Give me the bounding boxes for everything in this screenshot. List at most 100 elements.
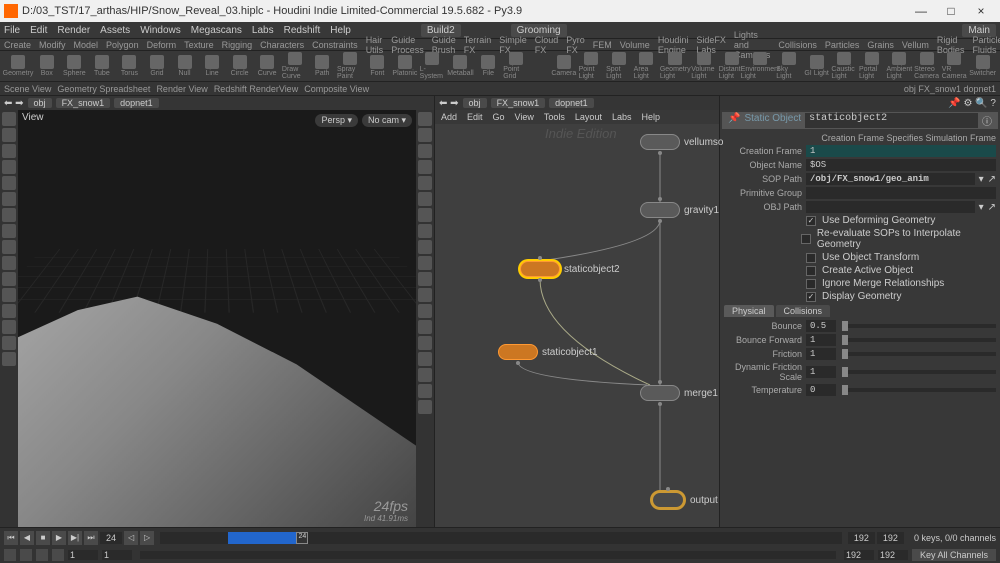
tool-tube[interactable]: Tube bbox=[89, 52, 115, 80]
node-gravity[interactable]: gravity1 bbox=[640, 202, 719, 218]
tool-metaball[interactable]: Metaball bbox=[447, 52, 473, 80]
shelf-tab[interactable]: Model bbox=[74, 40, 99, 50]
net-menu-edit[interactable]: Edit bbox=[467, 112, 483, 122]
dynfric-slider[interactable] bbox=[842, 370, 996, 374]
next-key-button[interactable]: ▷ bbox=[140, 531, 154, 545]
display-opt-icon[interactable] bbox=[418, 192, 432, 206]
inc-input[interactable]: 1 bbox=[102, 550, 132, 560]
jump-icon[interactable]: ↗ bbox=[988, 174, 996, 185]
misc6-tool-icon[interactable] bbox=[2, 352, 16, 366]
tool-curve[interactable]: Curve bbox=[254, 52, 280, 80]
range-slider[interactable] bbox=[140, 551, 836, 559]
menu-assets[interactable]: Assets bbox=[100, 25, 130, 36]
end-inc-input[interactable]: 192 bbox=[878, 550, 908, 560]
pane-tab[interactable]: Scene View bbox=[4, 84, 51, 94]
misc3-tool-icon[interactable] bbox=[2, 304, 16, 318]
temp-input[interactable]: 0 bbox=[806, 384, 836, 396]
tool-ambientlight[interactable]: Ambient Light bbox=[886, 52, 912, 80]
next-frame-button[interactable]: ▶| bbox=[68, 531, 82, 545]
display-opt-icon[interactable] bbox=[418, 320, 432, 334]
select-tool-icon[interactable] bbox=[2, 112, 16, 126]
tool-portallight[interactable]: Portal Light bbox=[859, 52, 885, 80]
shelf-tab[interactable]: Vellum bbox=[902, 40, 929, 50]
display-opt-icon[interactable] bbox=[418, 304, 432, 318]
minimize-button[interactable]: — bbox=[906, 4, 936, 18]
maximize-button[interactable]: □ bbox=[936, 4, 966, 18]
crumb-dop[interactable]: dopnet1 bbox=[549, 98, 594, 108]
shelf-tab[interactable]: Collisions bbox=[778, 40, 817, 50]
tab-physical[interactable]: Physical bbox=[724, 305, 774, 317]
tool-pointlight[interactable]: Point Light bbox=[579, 52, 605, 80]
rotate-tool-icon[interactable] bbox=[2, 144, 16, 158]
menu-windows[interactable]: Windows bbox=[140, 25, 181, 36]
tool-platonic[interactable]: Platonic bbox=[392, 52, 418, 80]
menu-file[interactable]: File bbox=[4, 25, 20, 36]
tool-spotlight[interactable]: Spot Light bbox=[606, 52, 632, 80]
friction-slider[interactable] bbox=[842, 352, 996, 356]
friction-input[interactable]: 1 bbox=[806, 348, 836, 360]
crumb-dop[interactable]: dopnet1 bbox=[114, 98, 159, 108]
menu-labs[interactable]: Labs bbox=[252, 25, 274, 36]
display-checkbox[interactable]: ✓ bbox=[806, 292, 816, 302]
play-button[interactable]: ▶ bbox=[52, 531, 66, 545]
display-opt-icon[interactable] bbox=[418, 160, 432, 174]
pane-tab[interactable]: Composite View bbox=[304, 84, 369, 94]
network-canvas[interactable]: Indie Edition vellumso gravity1 staticob… bbox=[435, 124, 719, 527]
shelf-tab[interactable]: Create bbox=[4, 40, 31, 50]
snap-tool-icon[interactable] bbox=[2, 208, 16, 222]
stop-button[interactable]: ■ bbox=[36, 531, 50, 545]
shelf-tab[interactable]: Modify bbox=[39, 40, 66, 50]
display-opt-icon[interactable] bbox=[418, 368, 432, 382]
bounce-slider[interactable] bbox=[842, 324, 996, 328]
scale-tool-icon[interactable] bbox=[2, 160, 16, 174]
misc-tool-icon[interactable] bbox=[2, 272, 16, 286]
display-opt-icon[interactable] bbox=[418, 224, 432, 238]
tool-line[interactable]: Line bbox=[199, 52, 225, 80]
crumb-obj[interactable]: obj bbox=[463, 98, 487, 108]
tool-file[interactable]: File bbox=[476, 52, 502, 80]
menu-redshift[interactable]: Redshift bbox=[284, 25, 321, 36]
node-output[interactable]: output bbox=[650, 490, 718, 510]
reeval-checkbox[interactable] bbox=[801, 234, 811, 244]
end-frame-2[interactable]: 192 bbox=[877, 532, 904, 544]
prev-key-button[interactable]: ◁ bbox=[124, 531, 138, 545]
tool-pointgrid[interactable]: Point Grid bbox=[503, 52, 529, 80]
tool-stereocam[interactable]: Stereo Camera bbox=[914, 52, 940, 80]
display-opt-icon[interactable] bbox=[418, 256, 432, 270]
view-tool-icon[interactable] bbox=[2, 192, 16, 206]
node-staticobject1[interactable]: staticobject1 bbox=[498, 344, 598, 360]
start-frame-input[interactable]: 1 bbox=[68, 550, 98, 560]
ignore-checkbox[interactable] bbox=[806, 279, 816, 289]
pane-tab[interactable]: Render View bbox=[156, 84, 207, 94]
menu-megascans[interactable]: Megascans bbox=[191, 25, 242, 36]
prim-group-input[interactable] bbox=[806, 187, 996, 199]
tool-geometry[interactable]: Geometry bbox=[4, 52, 32, 80]
inspect-tool-icon[interactable] bbox=[2, 240, 16, 254]
tool-sphere[interactable]: Sphere bbox=[62, 52, 88, 80]
tool-drawcurve[interactable]: Draw Curve bbox=[282, 52, 308, 80]
viewport-3d[interactable]: View Persp ▾ No cam ▾ 24fps Ind 41.91ms bbox=[18, 110, 416, 527]
shelf-tab[interactable]: Texture bbox=[184, 40, 214, 50]
pin-icon[interactable]: 📌 bbox=[728, 113, 740, 128]
tool-gilight[interactable]: GI Light bbox=[804, 52, 830, 80]
net-menu-layout[interactable]: Layout bbox=[575, 112, 602, 122]
shelf-tab[interactable]: Constraints bbox=[312, 40, 358, 50]
range-icon[interactable] bbox=[52, 549, 64, 561]
crumb-fx[interactable]: FX_snow1 bbox=[56, 98, 111, 108]
shelf-tab[interactable]: Grains bbox=[867, 40, 894, 50]
jump-icon[interactable]: ↗ bbox=[988, 202, 996, 213]
node-info-icon[interactable]: ⓘ bbox=[982, 113, 992, 128]
tool-switcher[interactable]: Switcher bbox=[969, 52, 996, 80]
net-menu-add[interactable]: Add bbox=[441, 112, 457, 122]
tool-envlight[interactable]: Environment Light bbox=[746, 52, 774, 80]
tool-grid[interactable]: Grid bbox=[144, 52, 170, 80]
display-opt-icon[interactable] bbox=[418, 144, 432, 158]
pane-tab[interactable]: Geometry Spreadsheet bbox=[57, 84, 150, 94]
tool-geolight[interactable]: Geometry Light bbox=[661, 52, 689, 80]
menu-render[interactable]: Render bbox=[57, 25, 90, 36]
handle-tool-icon[interactable] bbox=[2, 176, 16, 190]
shelf-tab[interactable]: Polygon bbox=[106, 40, 139, 50]
persp-dropdown[interactable]: Persp ▾ bbox=[315, 114, 358, 127]
display-opt-icon[interactable] bbox=[418, 400, 432, 414]
realtime-icon[interactable] bbox=[4, 549, 16, 561]
